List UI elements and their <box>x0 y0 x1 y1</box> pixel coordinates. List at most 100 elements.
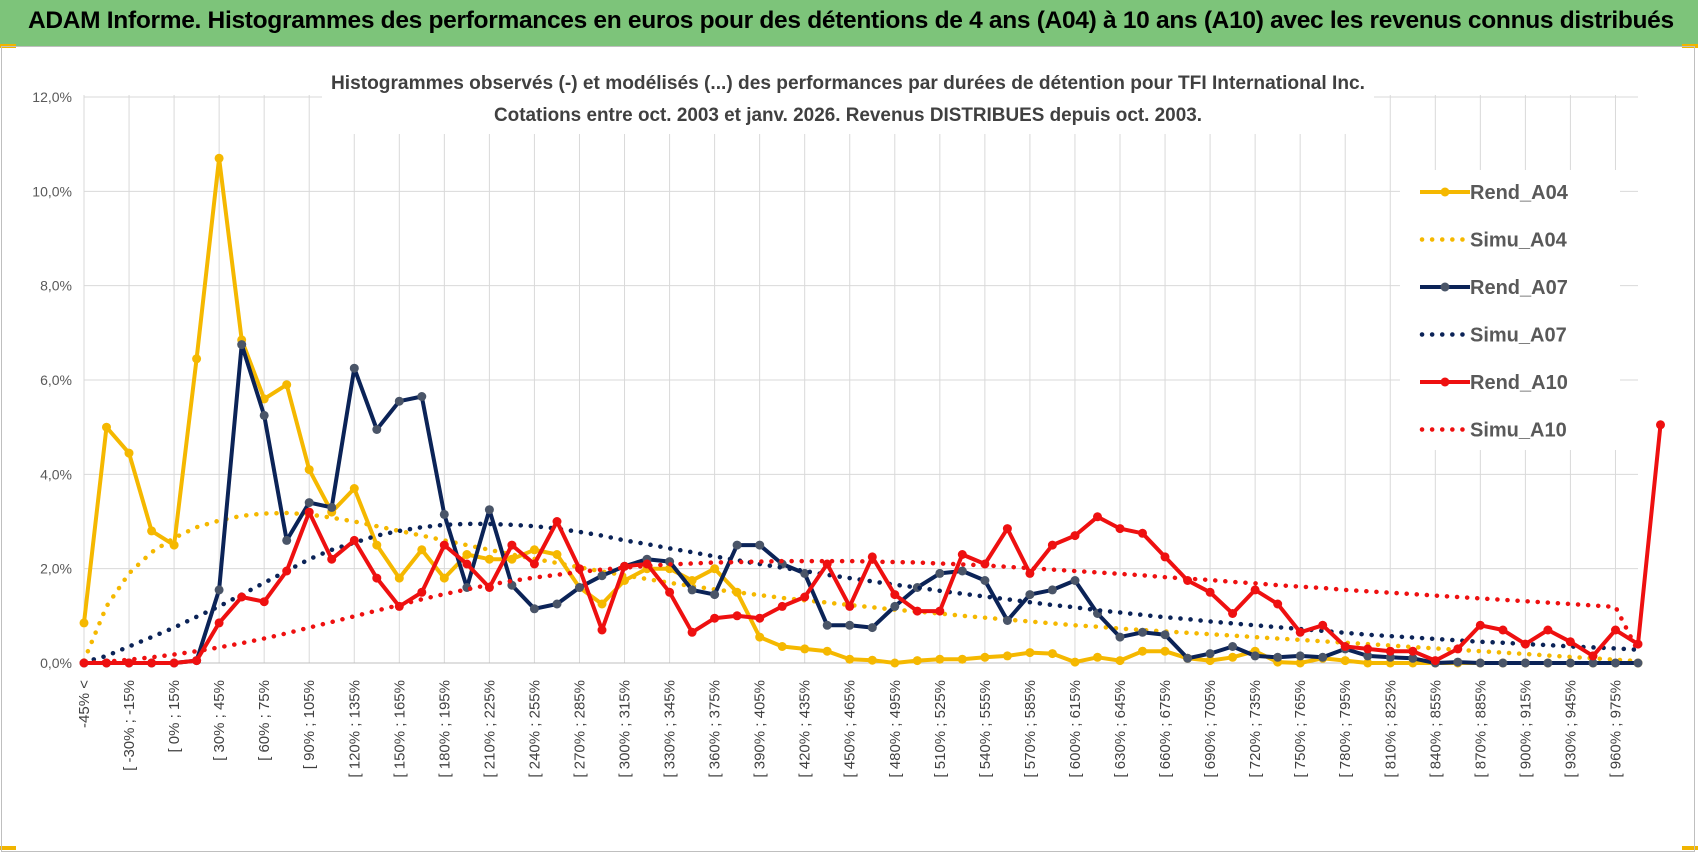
data-point-rend-a10 <box>1385 646 1395 656</box>
data-point-rend-a04 <box>1138 646 1147 656</box>
data-point-rend-a04 <box>1295 658 1305 668</box>
data-point-rend-a07 <box>1408 653 1418 663</box>
corner-mark <box>0 846 16 850</box>
data-point-rend-a04 <box>1002 651 1012 661</box>
data-point-rend-a04 <box>777 642 787 651</box>
data-point-rend-a04 <box>980 652 990 662</box>
x-tick-label: [ 120% ; 135% <box>346 680 363 778</box>
x-tick-label: [ 780% ; 795% <box>1337 680 1354 778</box>
data-point-rend-a10 <box>282 566 292 576</box>
data-point-rend-a07 <box>1025 590 1035 600</box>
data-point-rend-a10 <box>665 587 675 597</box>
data-point-rend-a10 <box>822 559 832 569</box>
x-tick-label: [ 540% ; 555% <box>977 680 994 778</box>
data-point-rend-a07 <box>597 571 607 581</box>
x-tick-label: [ 180% ; 195% <box>436 680 453 778</box>
data-point-rend-a10 <box>597 625 607 635</box>
data-point-rend-a04 <box>800 644 810 654</box>
data-point-rend-a07 <box>259 410 269 420</box>
title-background <box>322 66 1374 134</box>
data-point-rend-a07 <box>1138 627 1147 637</box>
data-point-rend-a07 <box>1475 658 1485 668</box>
data-point-rend-a07 <box>1228 642 1238 651</box>
data-point-rend-a04 <box>1228 652 1238 662</box>
x-tick-label: [ 750% ; 765% <box>1292 680 1309 778</box>
data-point-rend-a07 <box>1002 616 1012 625</box>
data-point-rend-a04 <box>259 394 269 404</box>
data-point-rend-a10 <box>1565 637 1575 647</box>
data-point-rend-a07 <box>394 396 404 406</box>
data-point-rend-a04 <box>1070 657 1080 667</box>
data-point-rend-a04 <box>1115 656 1125 666</box>
data-point-rend-a10 <box>124 658 134 668</box>
data-point-rend-a10 <box>1093 512 1102 522</box>
data-point-rend-a10 <box>912 606 922 616</box>
data-point-rend-a07 <box>349 363 359 373</box>
x-tick-label: [ 30% ; 45% <box>211 680 228 761</box>
data-point-rend-a10 <box>1025 568 1035 578</box>
data-point-rend-a07 <box>800 568 810 578</box>
data-point-rend-a07 <box>1250 651 1260 661</box>
data-point-rend-a10 <box>1498 625 1508 635</box>
data-point-rend-a10 <box>755 613 765 623</box>
chart-subtitle: Cotations entre oct. 2003 et janv. 2026.… <box>494 105 1202 126</box>
x-tick-label: [ 450% ; 465% <box>842 680 859 778</box>
data-point-rend-a10 <box>1340 642 1350 651</box>
series-lines <box>79 153 1665 668</box>
data-point-rend-a04 <box>867 655 877 665</box>
x-tick-label: [ 570% ; 585% <box>1022 680 1039 778</box>
x-tick-label: [ 720% ; 735% <box>1247 680 1264 778</box>
data-point-rend-a10 <box>1070 531 1080 541</box>
data-point-rend-a07 <box>867 623 877 633</box>
data-point-rend-a07 <box>957 566 967 576</box>
data-point-rend-a10 <box>147 658 157 668</box>
data-point-rend-a07 <box>1070 576 1080 585</box>
x-tick-label: [ 150% ; 165% <box>391 680 408 778</box>
data-point-rend-a04 <box>102 422 111 432</box>
series-line-simu-a10 <box>81 558 1641 666</box>
x-tick-label: [ 420% ; 435% <box>797 680 814 778</box>
x-tick-label: [ 360% ; 375% <box>707 680 724 778</box>
data-point-rend-a07 <box>1633 658 1643 668</box>
data-point-rend-a04 <box>439 573 449 583</box>
x-tick-label: [ 930% ; 945% <box>1562 680 1579 778</box>
data-point-rend-a10 <box>777 601 787 611</box>
x-tick-label: [ 510% ; 525% <box>932 680 949 778</box>
data-point-rend-a10 <box>1475 620 1485 630</box>
data-point-rend-a04 <box>1205 656 1215 666</box>
data-point-rend-a04 <box>912 656 922 666</box>
data-point-rend-a07 <box>1498 658 1508 668</box>
data-point-rend-a10 <box>237 592 247 602</box>
data-point-rend-a10 <box>349 535 359 545</box>
y-tick-label: 10,0% <box>32 183 72 199</box>
data-point-rend-a04 <box>890 658 900 668</box>
y-tick-label: 0,0% <box>40 655 72 671</box>
data-point-rend-a04 <box>1093 652 1102 662</box>
data-point-rend-a04 <box>552 550 562 559</box>
data-point-rend-a10 <box>1430 656 1440 666</box>
data-point-rend-a10 <box>1408 646 1418 656</box>
data-point-rend-a04 <box>462 550 472 559</box>
data-point-rend-a07 <box>1183 653 1193 663</box>
chart-frame <box>1 46 1695 852</box>
corner-mark <box>1682 846 1698 850</box>
x-tick-label: [ 630% ; 645% <box>1112 680 1129 778</box>
x-tick-label: [ 240% ; 255% <box>526 680 543 778</box>
data-point-rend-a07 <box>1047 585 1057 595</box>
y-tick-label: 12,0% <box>32 89 72 105</box>
data-point-rend-a07 <box>1453 657 1463 667</box>
data-point-rend-a07 <box>417 392 427 401</box>
series-line-simu-a04 <box>81 510 1641 664</box>
data-point-rend-a07 <box>1543 658 1553 668</box>
data-point-rend-a10 <box>1205 587 1215 597</box>
data-point-rend-a10 <box>552 517 562 526</box>
data-point-rend-a04 <box>1047 649 1057 659</box>
x-tick-label: [ 90% ; 105% <box>301 680 318 769</box>
data-point-rend-a04 <box>957 654 967 664</box>
data-point-rend-a10 <box>1295 627 1305 637</box>
legend-label-simu-a10: Simu_A10 <box>1470 420 1567 442</box>
data-point-rend-a07 <box>214 585 224 595</box>
legend-label-rend-a10: Rend_A10 <box>1470 372 1568 394</box>
data-point-rend-a04 <box>529 545 539 555</box>
legend-label-simu-a07: Simu_A07 <box>1470 325 1567 347</box>
